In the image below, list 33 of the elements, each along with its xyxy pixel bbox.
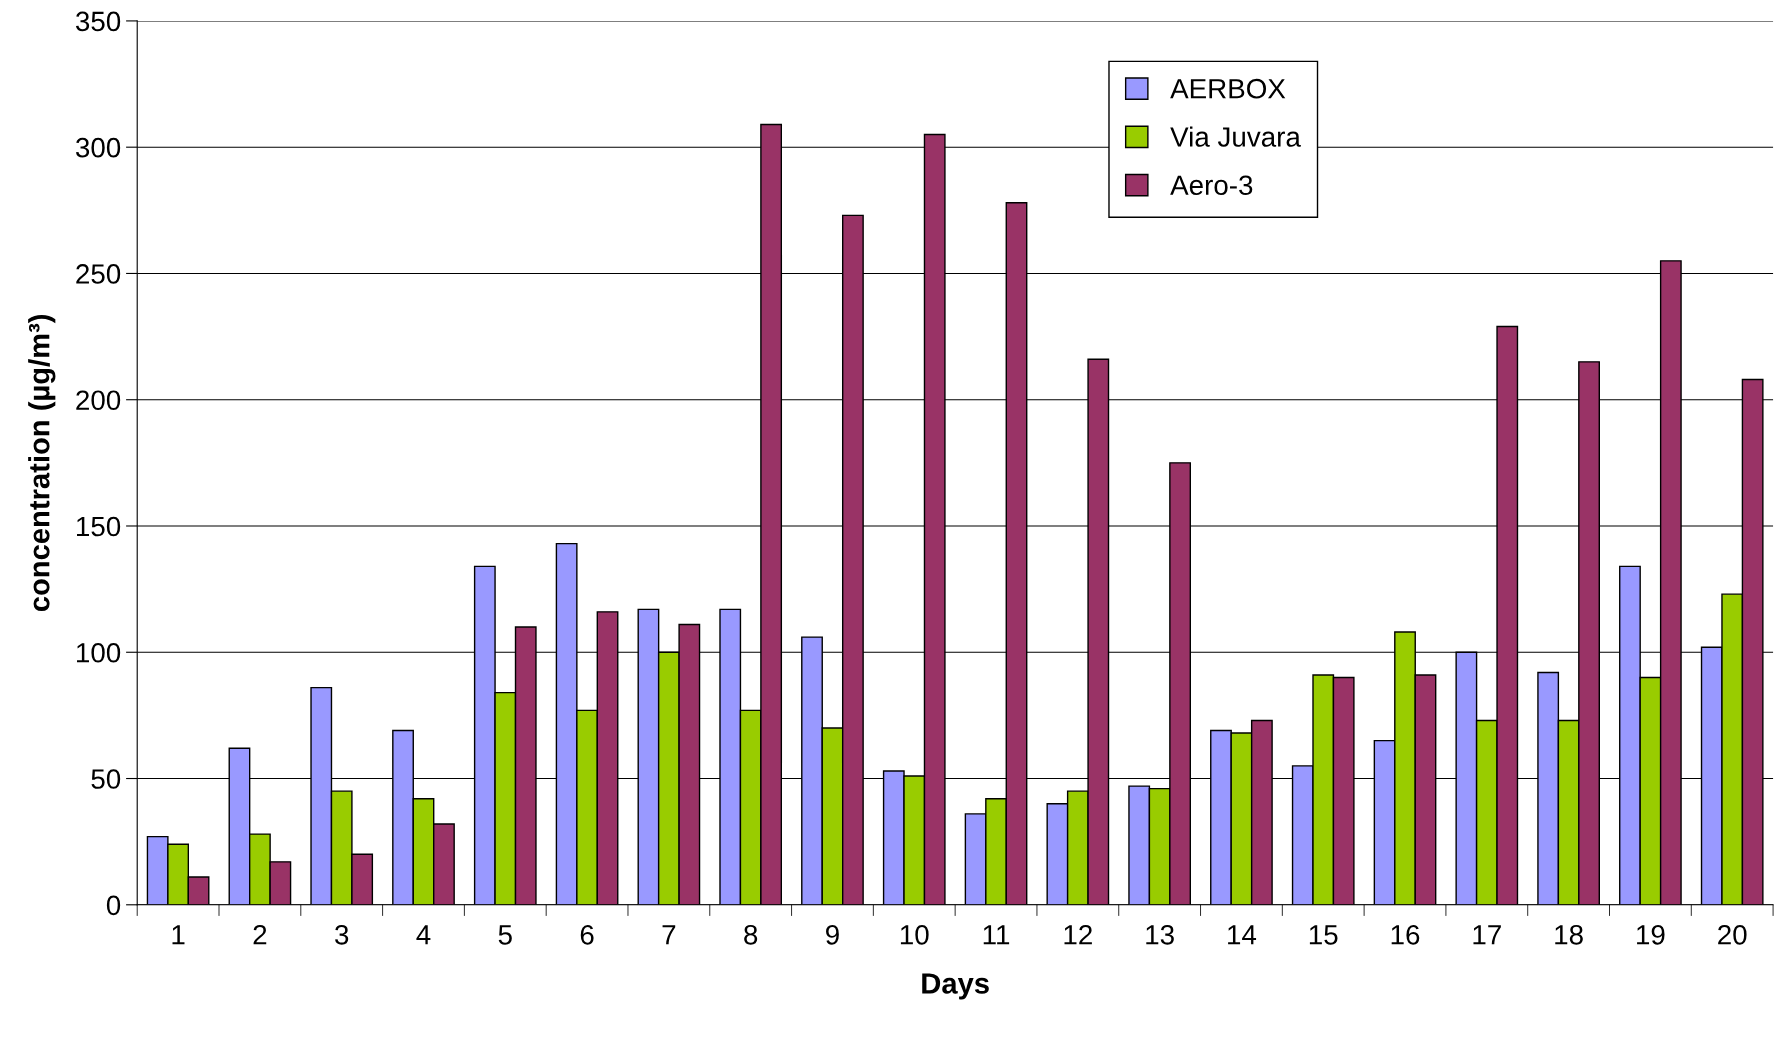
x-tick-label: 6: [580, 924, 594, 945]
y-tick-label: 50: [91, 769, 121, 789]
x-tick-label: 17: [1473, 925, 1501, 945]
x-tick-label: 14: [1228, 925, 1257, 945]
y-tick-label: 0: [106, 895, 121, 916]
x-tick-label: 15: [1309, 925, 1338, 945]
y-tick-label: 350: [75, 11, 121, 32]
x-tick-label: 10: [900, 924, 929, 945]
y-tick-label: 200: [76, 390, 121, 411]
x-tick-label: 7: [662, 925, 676, 945]
legend-label: AERBOX: [1170, 78, 1286, 99]
x-tick-label: 9: [826, 924, 839, 945]
x-tick-label: 8: [744, 924, 758, 945]
x-tick-label: 4: [416, 925, 431, 945]
legend-label: Aero-3: [1170, 175, 1253, 196]
x-axis-title: Days: [922, 973, 989, 1000]
x-tick-label: 18: [1555, 924, 1583, 945]
x-tick-label: 2: [253, 924, 267, 945]
y-tick-label: 150: [77, 516, 121, 537]
x-tick-label: 13: [1146, 924, 1174, 945]
x-tick-label: 12: [1064, 924, 1092, 945]
y-axis-title: concentration (µg/m³): [28, 314, 56, 612]
legend-label: Via Juvara: [1170, 126, 1301, 147]
x-tick-label: 20: [1718, 924, 1747, 945]
x-tick-label: 16: [1391, 924, 1420, 945]
x-tick-label: 5: [498, 925, 512, 945]
x-tick-label: 19: [1637, 924, 1665, 945]
x-tick-label: 1: [172, 925, 185, 945]
x-tick-label: 3: [335, 924, 349, 945]
y-tick-label: 100: [77, 642, 121, 663]
x-tick-label: 11: [983, 925, 1010, 945]
y-tick-label: 300: [75, 137, 121, 158]
y-tick-label: 250: [76, 264, 121, 284]
